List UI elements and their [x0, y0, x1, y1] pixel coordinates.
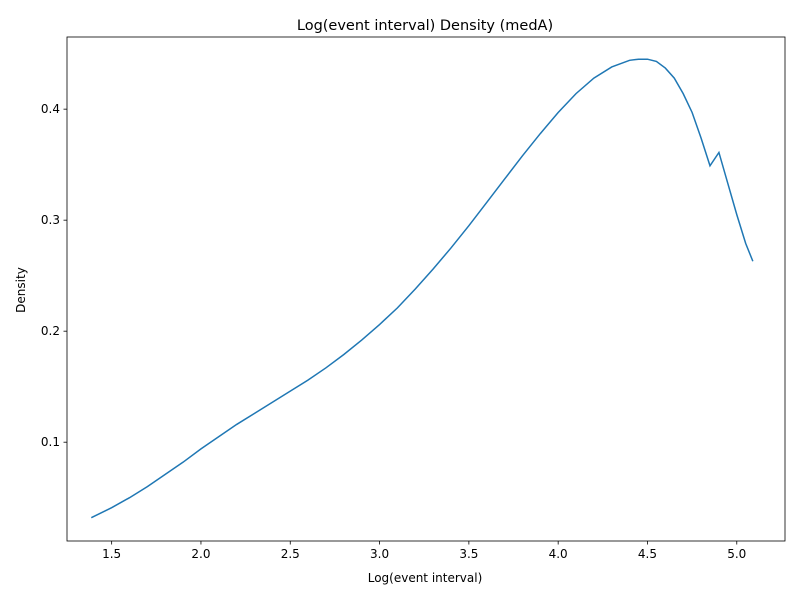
- x-tick-label: 5.0: [727, 547, 746, 561]
- y-axis-label: Density: [14, 267, 28, 313]
- y-tick-label: 0.1: [41, 435, 60, 449]
- x-tick-label: 2.5: [281, 547, 300, 561]
- x-axis-ticks: 1.5 2.0 2.5 3.0 3.5 4.0 4.5 5.0: [102, 541, 746, 561]
- x-tick-label: 3.0: [370, 547, 389, 561]
- y-axis-ticks: 0.1 0.2 0.3 0.4: [41, 102, 67, 449]
- x-tick-label: 4.0: [549, 547, 568, 561]
- y-tick-label: 0.3: [41, 213, 60, 227]
- x-tick-label: 2.0: [191, 547, 210, 561]
- plot-frame: [66, 36, 786, 542]
- y-tick-label: 0.2: [41, 324, 60, 338]
- x-tick-label: 1.5: [102, 547, 121, 561]
- chart-title: Log(event interval) Density (medA): [297, 18, 553, 34]
- x-axis-label: Log(event interval): [368, 571, 483, 585]
- y-tick-label: 0.4: [41, 102, 60, 116]
- x-tick-label: 4.5: [638, 547, 657, 561]
- density-line: [90, 58, 754, 519]
- x-tick-label: 3.5: [459, 547, 478, 561]
